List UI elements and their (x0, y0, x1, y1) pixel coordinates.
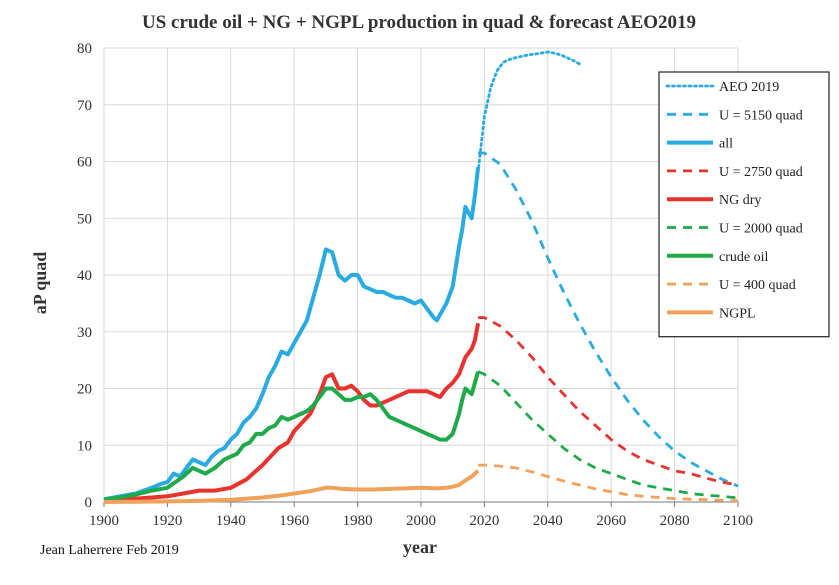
series-layer (103, 50, 739, 504)
series-line-u-5150-quad (478, 151, 739, 488)
y-tick-label: 70 (77, 98, 92, 114)
series-line-aeo-2019 (476, 50, 581, 175)
legend-label: crude oil (719, 250, 768, 265)
x-tick-label: 2040 (533, 513, 563, 529)
x-tick-label: 1980 (343, 513, 373, 529)
legend-label: U = 400 quad (719, 278, 796, 293)
author-credit: Jean Laherrere Feb 2019 (40, 543, 179, 558)
y-axis-title: aP quad (30, 252, 50, 315)
y-tick-label: 0 (85, 495, 93, 511)
y-tick-label: 30 (77, 325, 92, 341)
x-tick-label: 1920 (152, 513, 182, 529)
series-line-all (103, 166, 481, 502)
y-tick-label: 80 (77, 41, 92, 57)
legend-label: U = 2750 quad (719, 165, 803, 180)
y-tick-label: 20 (77, 382, 92, 398)
x-tick-label: 2060 (596, 513, 626, 529)
legend-label: NGPL (719, 306, 756, 321)
axes: 0 10 20 30 40 50 60 70 80 1900 1920 1940 1960 1980 200… (77, 41, 753, 529)
chart-title: US crude oil + NG + NGPL production in q… (142, 12, 696, 33)
y-tick-label: 60 (77, 155, 92, 171)
legend-label: U = 5150 quad (719, 108, 803, 123)
x-tick-label: 2020 (469, 513, 499, 529)
y-tick-label: 10 (77, 438, 92, 454)
x-tick-label: 2000 (406, 513, 436, 529)
series-line-crude-oil (103, 370, 481, 502)
series-line-u-2750-quad (478, 316, 739, 487)
x-tick-label: 2100 (723, 513, 753, 529)
legend-label: AEO 2019 (719, 80, 779, 95)
x-axis-title: year (403, 537, 437, 557)
y-tick-label: 40 (77, 268, 92, 284)
x-tick-label: 1960 (279, 513, 309, 529)
legend-box (658, 71, 830, 338)
grid (103, 47, 739, 503)
x-tick-label: 1900 (89, 513, 119, 529)
legend-label: NG dry (719, 193, 761, 208)
x-tick-label: 2080 (660, 513, 690, 529)
x-tick-label: 1940 (216, 513, 246, 529)
legend: AEO 2019 U = 5150 quad all U = 2750 quad NG … (658, 71, 830, 338)
y-tick-label: 50 (77, 211, 92, 227)
series-line-ngpl (103, 469, 480, 504)
series-line-ng-dry (103, 322, 481, 503)
legend-label: U = 2000 quad (719, 222, 803, 237)
series-line-u-400-quad (478, 463, 739, 503)
legend-label: all (719, 137, 733, 152)
series-line-u-2000-quad (477, 370, 739, 500)
